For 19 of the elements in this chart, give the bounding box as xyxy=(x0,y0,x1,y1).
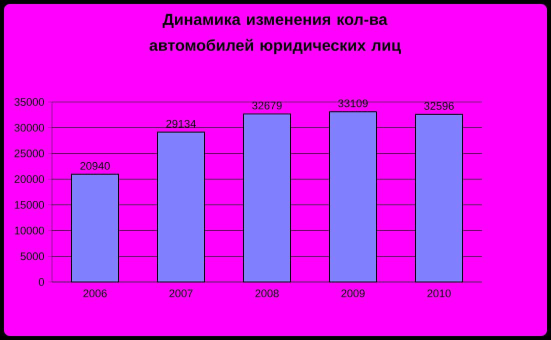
y-tick-label: 35000 xyxy=(14,98,44,106)
x-tick-label: 2008 xyxy=(255,290,279,298)
x-tick-label: 2009 xyxy=(341,290,365,298)
x-tick-label: 2007 xyxy=(169,290,193,298)
y-tick-label: 15000 xyxy=(14,200,44,209)
x-tick-label: 2010 xyxy=(427,290,451,298)
data-label: 29134 xyxy=(166,120,196,128)
data-label: 20940 xyxy=(80,162,110,170)
y-tick-label: 20000 xyxy=(14,175,44,184)
y-tick-label: 25000 xyxy=(14,150,44,158)
y-tick-label: 5000 xyxy=(20,252,44,260)
chart-title: Динамика изменения кол-ва автомобилей юридических лиц xyxy=(149,14,401,54)
data-label: 32679 xyxy=(252,102,282,110)
y-tick-label: 0 xyxy=(38,278,44,286)
x-tick-label: 2006 xyxy=(83,290,107,298)
y-tick-label: 30000 xyxy=(14,124,44,132)
data-label: 33109 xyxy=(338,99,368,108)
data-label: 32596 xyxy=(424,102,454,110)
y-tick-label: 10000 xyxy=(14,226,44,234)
